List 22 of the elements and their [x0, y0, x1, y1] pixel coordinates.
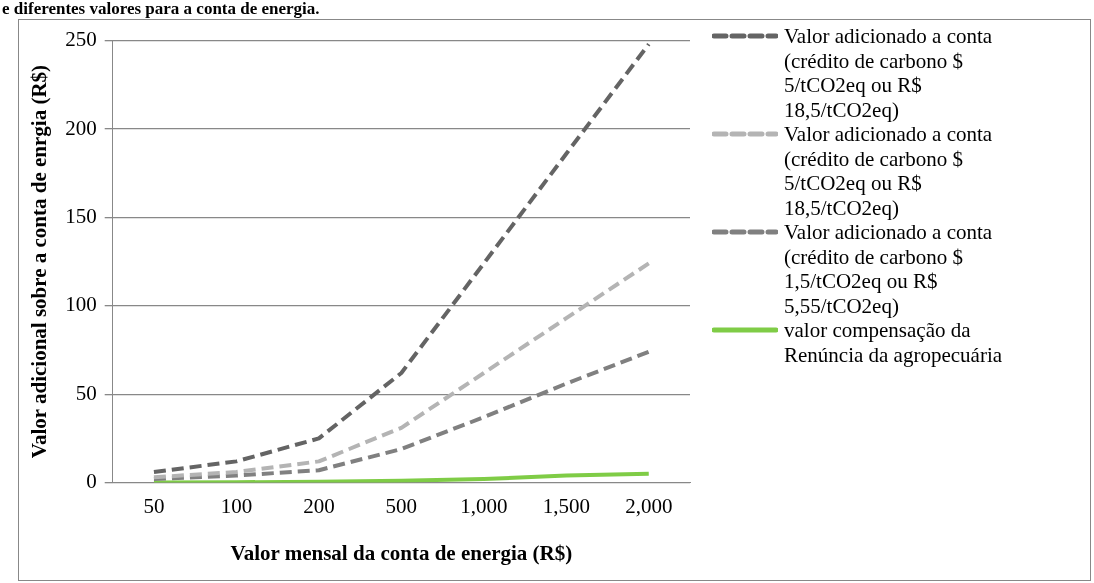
x-tick-label: 200 [303, 493, 335, 518]
y-axis-title: Valor adicional sobre a conta de enrgia (R$) [27, 64, 52, 459]
legend-label: Valor adicionado a conta (crédito de carbono $ 5/tCO2eq ou R$ 18,5/tCO2eq) [784, 122, 994, 220]
legend-label: Valor adicionado a conta (crédito de carbono $ 1,5/tCO2eq ou R$ 5,55/tCO2eq) [784, 220, 994, 318]
x-tick-label: 1,000 [460, 493, 508, 518]
y-tick-label: 200 [65, 115, 97, 140]
y-tick-label: 50 [75, 380, 97, 405]
legend-label: Valor adicionado a conta (crédito de carbono $ 5/tCO2eq ou R$ 18,5/tCO2eq) [784, 24, 994, 122]
y-tick-label: 100 [65, 292, 97, 317]
x-tick-label: 50 [143, 493, 165, 518]
y-tick-label: 250 [65, 27, 97, 52]
y-tick-label: 150 [65, 203, 97, 228]
x-tick-label: 1,500 [542, 493, 590, 518]
x-tick-label: 500 [385, 493, 418, 518]
legend-label: valor compensação da Renúncia da agropecuária [784, 318, 1004, 367]
x-axis-title: Valor mensal da conta de energia (R$) [230, 540, 573, 565]
y-tick-label: 0 [86, 469, 97, 494]
line-series [151, 261, 651, 480]
x-tick-label: 100 [220, 493, 253, 518]
x-tick-label: 2,000 [625, 493, 673, 518]
chart-title: e diferentes valores para a conta de energia. [2, 0, 320, 18]
line-series [151, 42, 651, 474]
